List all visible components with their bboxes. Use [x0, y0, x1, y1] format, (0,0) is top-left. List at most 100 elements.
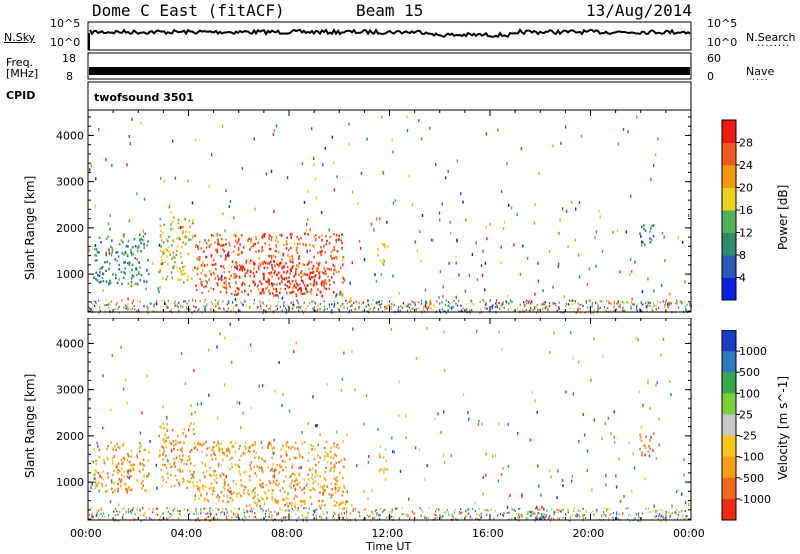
- heatmap-cell: [148, 451, 150, 454]
- heatmap-cell: [174, 176, 177, 180]
- heatmap-cell: [634, 517, 636, 520]
- heatmap-cell: [550, 517, 553, 520]
- heatmap-cell: [471, 309, 474, 312]
- heatmap-cell: [452, 306, 454, 309]
- heatmap-cell: [203, 442, 205, 446]
- heatmap-cell: [535, 517, 537, 520]
- heatmap-cell: [560, 510, 562, 513]
- heatmap-cell: [192, 268, 195, 272]
- heatmap-cell: [228, 518, 231, 521]
- heatmap-cell: [219, 332, 221, 336]
- heatmap-cell: [641, 512, 643, 515]
- heatmap-cell: [283, 480, 285, 483]
- heatmap-cell: [333, 300, 335, 303]
- heatmap-cell: [527, 511, 530, 514]
- heatmap-cell: [123, 306, 125, 309]
- heatmap-cell: [268, 299, 270, 302]
- heatmap-cell: [95, 470, 98, 473]
- heatmap-cell: [577, 308, 579, 312]
- heatmap-cell: [682, 513, 684, 516]
- heatmap-cell: [107, 303, 109, 306]
- heatmap-cell: [293, 275, 295, 278]
- heatmap-cell: [319, 475, 321, 478]
- heatmap-cell: [465, 308, 468, 311]
- heatmap-cell: [313, 245, 315, 248]
- heatmap-cell: [284, 504, 286, 507]
- heatmap-cell: [330, 251, 333, 254]
- heatmap-cell: [179, 510, 181, 513]
- heatmap-cell: [316, 269, 318, 272]
- heatmap-cell: [451, 305, 453, 308]
- heatmap-cell: [536, 517, 538, 520]
- heatmap-cell: [372, 517, 374, 520]
- heatmap-cell: [441, 308, 443, 311]
- heatmap-cell: [267, 280, 269, 284]
- heatmap-cell: [280, 275, 283, 278]
- heatmap-cell: [336, 175, 338, 179]
- heatmap-cell: [239, 444, 241, 448]
- heatmap-cell: [247, 489, 249, 493]
- heatmap-cell: [250, 289, 252, 293]
- heatmap-cell: [274, 264, 276, 268]
- heatmap-cell: [383, 244, 385, 247]
- heatmap-cell: [326, 455, 329, 458]
- heatmap-cell: [184, 242, 186, 246]
- heatmap-cell: [685, 307, 687, 310]
- heatmap-cell: [252, 496, 255, 500]
- heatmap-cell: [321, 499, 324, 503]
- heatmap-cell: [384, 308, 386, 311]
- heatmap-cell: [202, 261, 204, 264]
- heatmap-cell: [309, 282, 312, 286]
- heatmap-cell: [669, 515, 671, 518]
- heatmap-cell: [318, 276, 321, 280]
- heatmap-cell: [350, 309, 352, 312]
- heatmap-cell: [170, 449, 173, 453]
- heatmap-cell: [644, 446, 647, 449]
- heatmap-cell: [229, 200, 232, 203]
- heatmap-cell: [330, 462, 332, 465]
- heatmap-cell: [260, 292, 263, 295]
- heatmap-cell: [153, 305, 155, 308]
- heatmap-cell: [524, 309, 526, 312]
- heatmap-cell: [449, 231, 452, 235]
- heatmap-cell: [419, 507, 421, 510]
- colorbar-tick-label: 16: [739, 204, 753, 217]
- heatmap-cell: [269, 308, 271, 311]
- heatmap-cell: [323, 477, 326, 480]
- heatmap-cell: [655, 308, 657, 311]
- heatmap-cell: [392, 450, 394, 454]
- heatmap-cell: [398, 380, 400, 384]
- heatmap-cell: [103, 459, 105, 462]
- heatmap-cell: [222, 508, 224, 510]
- heatmap-cell: [176, 509, 179, 512]
- heatmap-cell: [340, 512, 343, 515]
- heatmap-cell: [638, 512, 640, 515]
- heatmap-cell: [234, 273, 237, 276]
- heatmap-cell: [183, 300, 185, 303]
- heatmap-cell: [271, 467, 273, 470]
- heatmap-cell: [172, 440, 175, 443]
- heatmap-cell: [273, 294, 275, 297]
- heatmap-cell: [466, 515, 468, 518]
- heatmap-cell: [166, 517, 168, 520]
- heatmap-cell: [185, 230, 188, 233]
- heatmap-cell: [272, 292, 274, 295]
- heatmap-cell: [486, 307, 488, 310]
- heatmap-cell: [134, 308, 136, 311]
- heatmap-cell: [248, 237, 250, 240]
- heatmap-cell: [131, 509, 133, 512]
- heatmap-cell: [260, 307, 262, 310]
- heatmap-cell: [390, 327, 392, 331]
- heatmap-cell: [201, 284, 203, 287]
- heatmap-cell: [542, 289, 544, 293]
- heatmap-cell: [652, 224, 655, 227]
- heatmap-cell: [93, 276, 95, 279]
- heatmap-cell: [179, 256, 182, 259]
- heatmap-cell: [223, 513, 225, 516]
- heatmap-cell: [314, 448, 316, 451]
- heatmap-cell: [677, 306, 680, 309]
- heatmap-cell: [277, 295, 280, 299]
- heatmap-cell: [214, 277, 217, 280]
- heatmap-cell: [178, 483, 181, 486]
